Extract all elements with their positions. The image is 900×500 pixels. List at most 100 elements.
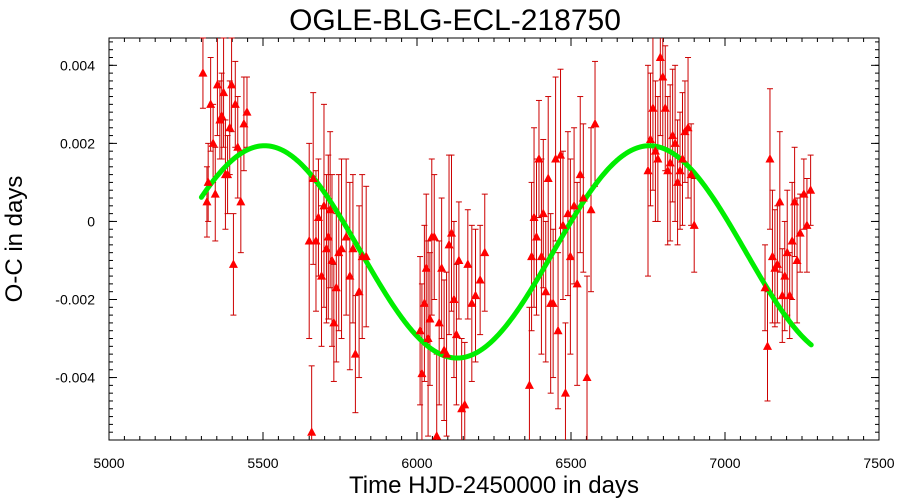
y-tick-label: -0.002: [55, 291, 95, 307]
data-point: [551, 153, 561, 163]
data-point: [527, 251, 537, 261]
x-tick-label: 7500: [863, 455, 894, 471]
data-point: [572, 278, 582, 288]
data-point: [225, 122, 235, 132]
data-point: [575, 169, 585, 179]
data-point: [645, 134, 655, 143]
data-point: [586, 204, 596, 214]
data-point: [329, 317, 339, 327]
data-point: [658, 72, 668, 81]
data-point: [653, 153, 663, 163]
data-point: [444, 239, 454, 249]
data-point: [202, 196, 212, 206]
data-point: [239, 118, 249, 128]
data-point: [350, 349, 360, 358]
x-axis-label: Time HJD-2450000 in days: [349, 472, 639, 499]
data-point: [686, 169, 696, 179]
data-point: [548, 298, 558, 307]
data-point: [569, 200, 579, 210]
data-point: [650, 146, 660, 155]
y-tick-label: 0.004: [60, 57, 95, 73]
data-point: [655, 52, 665, 62]
chart-title: OGLE-BLG-ECL-218750: [289, 4, 621, 37]
data-point: [210, 189, 220, 198]
data-point: [799, 189, 809, 198]
data-point: [760, 282, 770, 292]
data-point: [670, 138, 680, 147]
data-point: [337, 243, 347, 253]
y-axis-ticks: [109, 64, 879, 379]
data-point: [212, 79, 222, 89]
data-point: [578, 193, 588, 202]
data-point: [233, 142, 243, 151]
data-point: [534, 153, 544, 163]
data-point: [556, 150, 566, 159]
data-point: [590, 118, 600, 128]
data-point: [354, 286, 364, 296]
data-point: [331, 282, 341, 292]
x-tick-label: 7000: [709, 455, 740, 471]
data-point: [675, 165, 685, 175]
data-point: [451, 329, 461, 339]
data-point: [763, 341, 773, 350]
data-point: [345, 271, 355, 280]
data-point: [565, 251, 575, 261]
data-point: [311, 235, 321, 245]
minor-ticks: [108, 38, 880, 441]
data-points: [198, 52, 816, 440]
x-tick-label: 5000: [93, 455, 124, 471]
data-point: [553, 325, 563, 335]
y-axis-label: O-C in days: [1, 176, 28, 303]
data-point: [327, 255, 337, 264]
x-tick-label: 6000: [401, 455, 432, 471]
data-point: [341, 232, 351, 241]
data-point: [480, 247, 490, 257]
data-point: [415, 325, 425, 335]
data-point: [790, 196, 800, 206]
y-axis-tick-labels: -0.004 -0.002 0 0.002 0.004: [55, 57, 95, 385]
data-point: [782, 247, 792, 257]
data-point: [242, 107, 252, 116]
data-point: [308, 173, 318, 183]
data-point: [765, 153, 775, 163]
data-point: [421, 263, 431, 272]
data-point: [236, 196, 246, 206]
data-point: [228, 259, 238, 268]
data-point: [429, 232, 439, 241]
data-point: [417, 368, 427, 378]
x-axis-tick-labels: 5000 5500 6000 6500 7000 7500: [93, 455, 894, 471]
data-point: [223, 169, 233, 179]
data-point: [775, 196, 785, 206]
data-point: [558, 220, 568, 229]
data-point: [217, 111, 227, 120]
data-point: [471, 290, 481, 300]
data-point: [689, 220, 699, 229]
data-point: [538, 208, 548, 218]
data-point: [536, 251, 546, 261]
data-point: [648, 103, 658, 112]
data-point: [677, 153, 687, 163]
data-point: [203, 177, 213, 186]
data-point: [230, 99, 240, 108]
model-curve: [198, 143, 814, 361]
data-point: [227, 79, 237, 89]
data-point: [463, 259, 473, 268]
data-point: [317, 271, 327, 280]
data-point: [321, 243, 331, 253]
data-point: [361, 251, 371, 261]
x-tick-label: 5500: [247, 455, 278, 471]
data-point: [777, 290, 787, 300]
data-point: [643, 165, 653, 175]
y-tick-label: 0.002: [60, 135, 95, 151]
data-point: [543, 173, 553, 183]
data-point: [683, 122, 693, 132]
data-point: [454, 255, 464, 264]
data-point: [795, 228, 805, 237]
data-point: [787, 235, 797, 245]
data-point: [348, 243, 358, 253]
data-point: [313, 212, 323, 222]
data-point: [785, 290, 795, 300]
data-point: [432, 431, 442, 440]
data-point: [206, 99, 216, 108]
data-point: [467, 298, 477, 307]
